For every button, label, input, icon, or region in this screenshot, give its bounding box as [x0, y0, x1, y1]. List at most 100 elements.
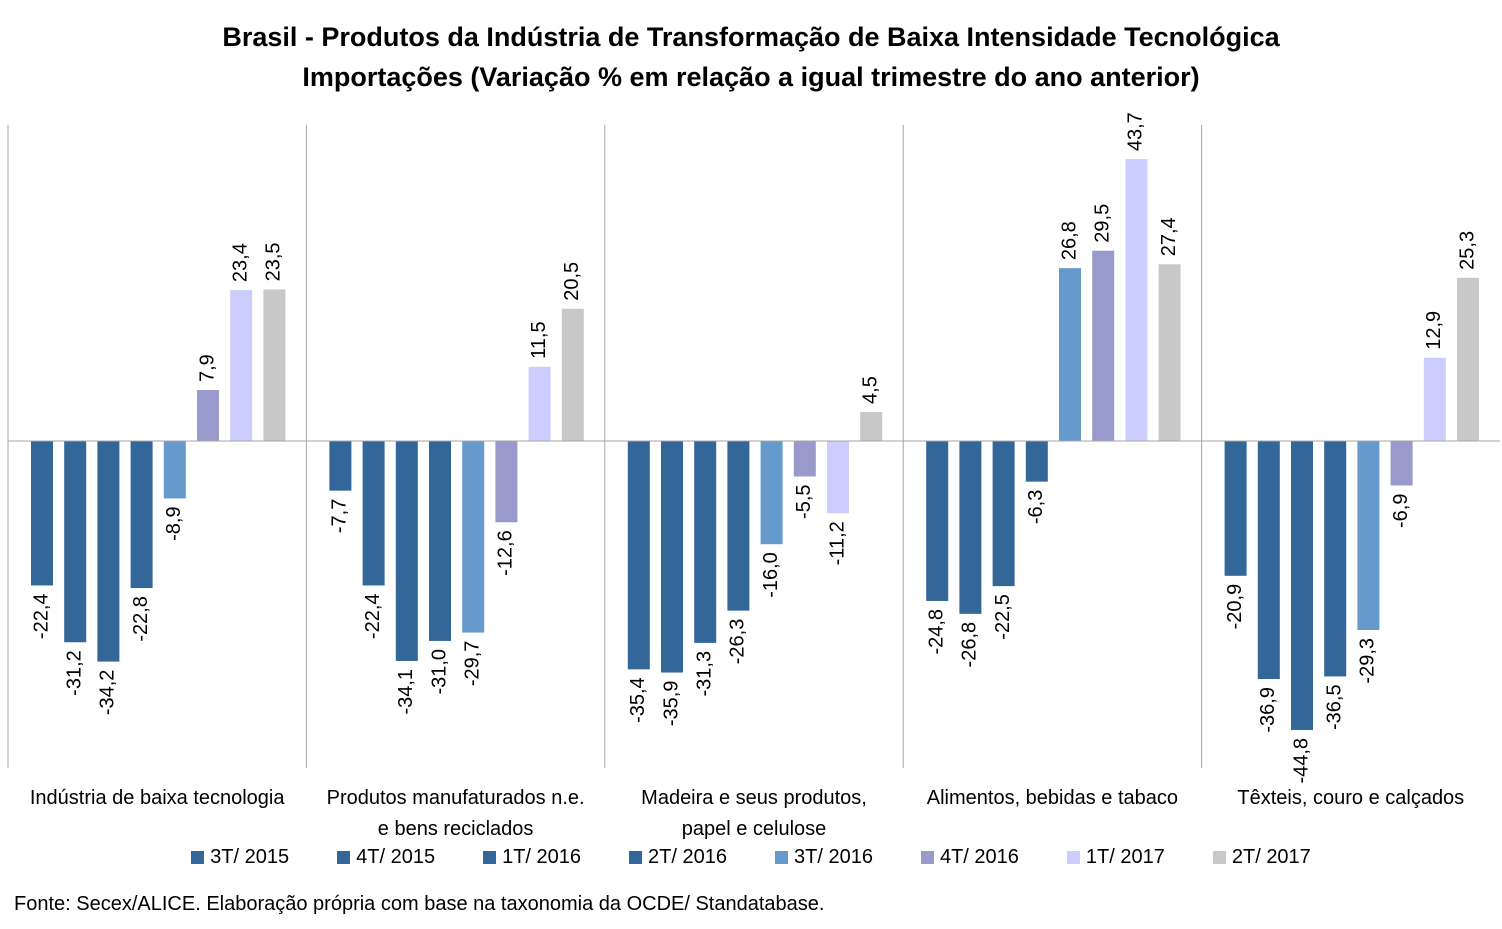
legend-swatch [629, 851, 643, 864]
chart-legend: 3T/ 2015 4T/ 2015 1T/ 2016 2T/ 2016 3T/ 2016… [0, 846, 1502, 869]
bar [860, 411, 883, 441]
category-label: Indústria de baixa tecnologia [30, 787, 285, 809]
legend-item: 2T/ 2016 [629, 846, 727, 869]
legend-swatch [1212, 851, 1226, 864]
legend-swatch [1066, 851, 1080, 864]
bar [727, 441, 750, 611]
legend-item: 3T/ 2015 [191, 846, 289, 869]
data-label: -6,9 [1390, 494, 1412, 528]
legend-label: 1T/ 2016 [502, 846, 582, 868]
data-label: -31,2 [63, 650, 85, 696]
bar [1357, 441, 1380, 630]
data-label: -31,3 [693, 651, 715, 697]
data-label: 12,9 [1423, 311, 1445, 350]
data-label: 20,5 [561, 262, 583, 301]
bar [1457, 277, 1479, 441]
bar [462, 441, 485, 633]
data-label: 26,8 [1058, 221, 1080, 260]
data-label: -29,3 [1357, 638, 1379, 684]
data-label: 7,9 [196, 354, 218, 382]
bar [1125, 159, 1148, 441]
chart-subtitle: Importações (Variação % em relação a igu… [302, 62, 1200, 92]
data-label: 4,5 [859, 376, 881, 404]
data-label: -16,0 [760, 552, 782, 598]
bar [1423, 357, 1446, 441]
data-label: -8,9 [163, 506, 185, 540]
data-label: -22,5 [992, 594, 1014, 640]
bar [1025, 441, 1048, 482]
data-label: -35,9 [660, 681, 682, 727]
data-label: -22,4 [30, 593, 52, 639]
legend-item: 1T/ 2017 [1066, 846, 1165, 869]
category-label: Madeira e seus produtos, [641, 787, 867, 809]
chart-title: Brasil - Produtos da Indústria de Transf… [222, 22, 1280, 52]
bar [230, 290, 253, 441]
bar [329, 441, 352, 491]
data-label: 27,4 [1158, 217, 1180, 256]
bar [97, 441, 120, 662]
legend-swatch [191, 851, 205, 864]
bar [627, 441, 650, 670]
bar [926, 441, 949, 601]
data-label: -31,0 [428, 649, 450, 695]
data-label: -34,2 [97, 670, 119, 716]
legend-swatch [337, 851, 351, 864]
data-label: 43,7 [1125, 112, 1147, 151]
category-label: Produtos manufaturados n.e. [327, 787, 585, 809]
legend-item: 4T/ 2015 [337, 846, 435, 869]
source-note: Fonte: Secex/ALICE. Elaboração própria c… [14, 893, 825, 915]
bar [1257, 441, 1280, 680]
bar [395, 441, 418, 661]
legend-swatch [775, 851, 788, 864]
bar [1059, 268, 1081, 441]
data-label: -35,4 [627, 677, 649, 723]
legend-label: 2T/ 2016 [648, 846, 727, 868]
legend-label: 3T/ 2016 [794, 846, 873, 868]
data-label: -20,9 [1224, 584, 1246, 630]
bar [163, 441, 186, 499]
category-label: Alimentos, bebidas e tabaco [927, 787, 1178, 809]
legend-swatch [920, 851, 934, 864]
data-label: -34,1 [395, 669, 417, 715]
data-label: 29,5 [1091, 204, 1113, 243]
data-label: -24,8 [925, 609, 947, 655]
data-label: -36,9 [1257, 687, 1279, 733]
data-label: 25,3 [1456, 231, 1478, 270]
category-label: Têxteis, couro e calçados [1237, 787, 1464, 809]
data-label: -29,7 [461, 641, 483, 687]
bar [31, 441, 53, 586]
bar [760, 441, 783, 545]
bar [64, 441, 87, 643]
data-label: -22,8 [130, 596, 152, 642]
bar [362, 441, 385, 586]
bar [959, 441, 982, 614]
legend-label: 3T/ 2015 [210, 846, 290, 868]
bar [992, 441, 1015, 587]
bar [1158, 264, 1181, 441]
bar [1224, 441, 1247, 576]
data-label: 23,4 [229, 243, 251, 282]
bar [495, 441, 518, 523]
data-label: 23,5 [263, 242, 285, 281]
data-label: -12,6 [495, 530, 517, 576]
bar [661, 441, 683, 673]
data-label: -5,5 [793, 484, 815, 518]
data-label: -11,2 [826, 521, 848, 565]
data-label: -22,4 [362, 593, 384, 639]
bar [561, 308, 584, 441]
data-label: -26,3 [727, 619, 749, 665]
data-label: -6,3 [1025, 490, 1047, 524]
legend-label: 4T/ 2016 [939, 846, 1019, 868]
bar [1390, 441, 1413, 486]
data-label: -44,8 [1290, 738, 1312, 784]
bar [1092, 250, 1115, 441]
bar [793, 441, 816, 477]
data-label: 11,5 [528, 321, 550, 358]
bar [528, 366, 551, 441]
legend-item: 3T/ 2016 [775, 846, 873, 869]
bar [827, 441, 849, 514]
category-label: e bens reciclados [378, 818, 534, 840]
data-label: -26,8 [959, 622, 981, 668]
